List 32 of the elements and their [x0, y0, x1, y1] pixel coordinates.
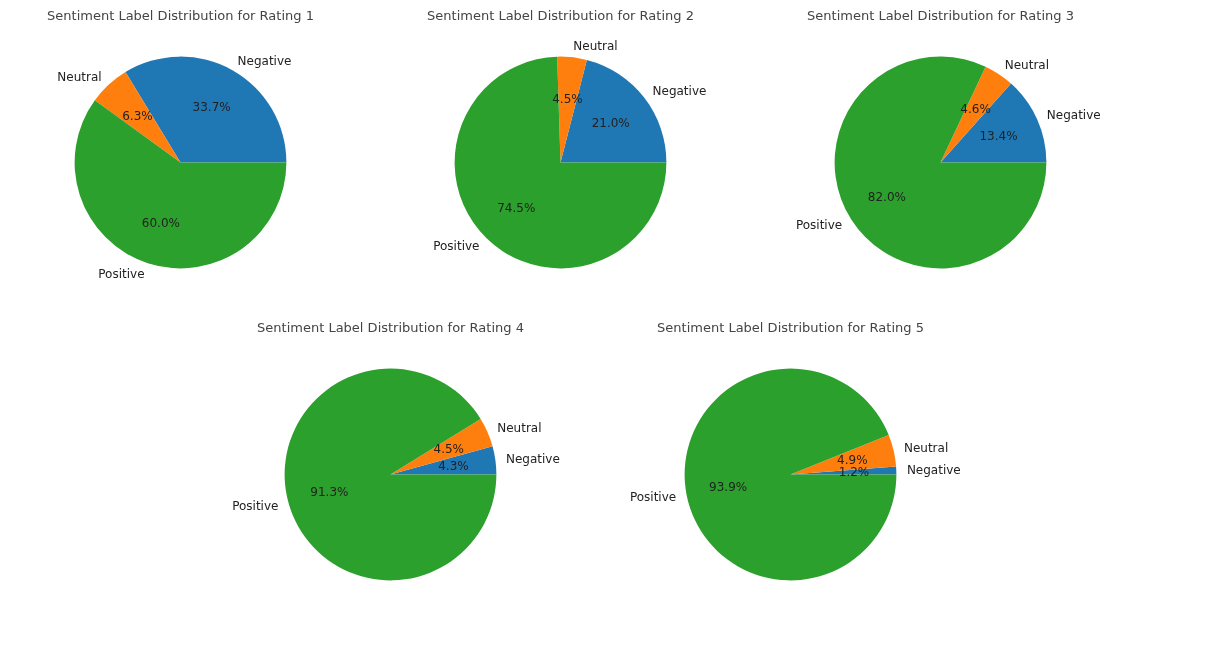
chart-title: Sentiment Label Distribution for Rating 2	[427, 7, 694, 23]
chart-title: Sentiment Label Distribution for Rating 3	[807, 7, 1074, 23]
slice-label: Negative	[906, 463, 961, 478]
chart-title: Sentiment Label Distribution for Rating 4	[257, 319, 524, 335]
slice-label: Negative	[652, 83, 707, 98]
chart-title: Sentiment Label Distribution for Rating 5	[657, 319, 924, 335]
slice-label: Positive	[795, 218, 843, 233]
slice-label: Neutral	[573, 39, 618, 54]
slice-label: Neutral	[1004, 57, 1050, 72]
data-label: 6.3%	[122, 108, 153, 123]
data-label: 93.9%	[709, 479, 748, 494]
data-label: 4.5%	[433, 442, 464, 457]
slice-label: Neutral	[903, 440, 949, 455]
slice-label: Neutral	[57, 69, 102, 84]
data-label: 33.7%	[192, 99, 231, 114]
slice-label: Negative	[1046, 107, 1101, 122]
data-label: 74.5%	[497, 201, 536, 216]
data-label: 82.0%	[867, 189, 906, 204]
slice-label: Positive	[98, 266, 145, 281]
chart-title: Sentiment Label Distribution for Rating 1	[47, 7, 314, 23]
slice-label: Negative	[237, 53, 292, 68]
data-label: 13.4%	[979, 129, 1018, 144]
data-label: 21.0%	[591, 116, 630, 131]
data-label: 4.9%	[837, 453, 868, 467]
slice-label: Positive	[232, 499, 279, 514]
slice-label: Positive	[629, 489, 677, 504]
data-label: 91.3%	[310, 484, 349, 499]
slice-label: Neutral	[497, 420, 542, 435]
data-label: 60.0%	[141, 216, 180, 231]
slice-label: Negative	[505, 451, 560, 466]
data-label: 4.3%	[438, 458, 469, 473]
slice-label: Positive	[433, 239, 480, 254]
